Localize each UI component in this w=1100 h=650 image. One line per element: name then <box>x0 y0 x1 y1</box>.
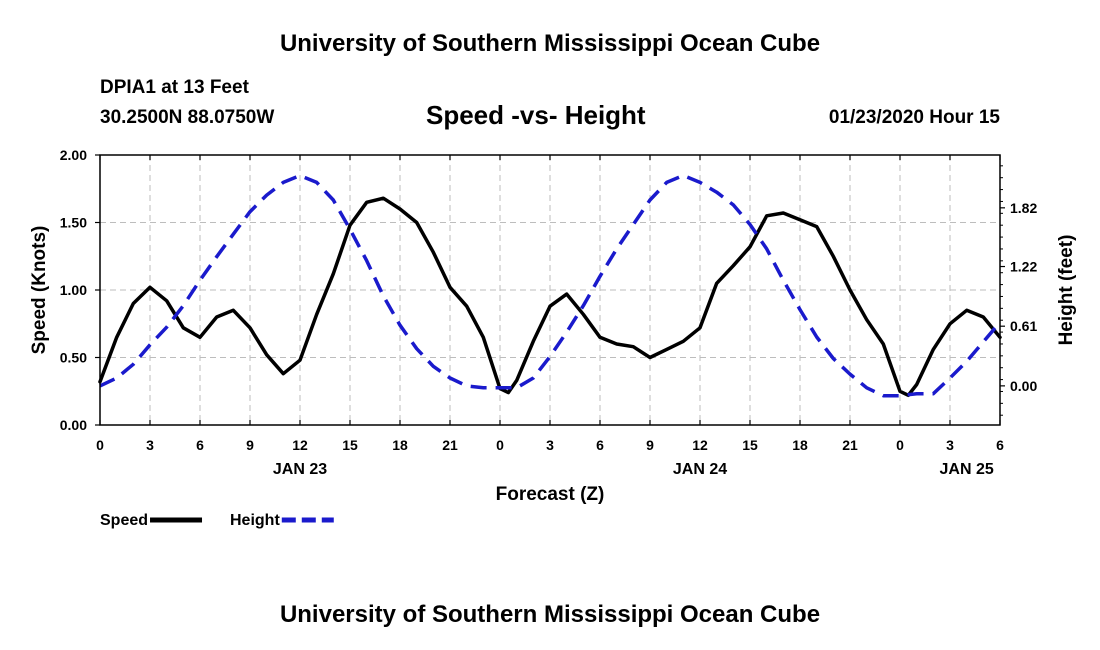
x-tick-label: 6 <box>196 437 204 453</box>
grid-layer <box>100 155 1000 425</box>
x-tick-label: 3 <box>946 437 954 453</box>
x-tick-label: 9 <box>646 437 654 453</box>
y-tick-label: 0.50 <box>60 350 87 366</box>
y-tick-label: 1.50 <box>60 215 87 231</box>
date-label: JAN 25 <box>940 461 994 478</box>
x-tick-label: 6 <box>996 437 1004 453</box>
y-tick-label: 2.00 <box>60 147 87 163</box>
x-tick-label: 3 <box>546 437 554 453</box>
station-label: DPIA1 at 13 Feet <box>100 77 249 98</box>
x-tick-label: 15 <box>742 437 758 453</box>
y2-tick-label: 1.82 <box>1010 200 1037 216</box>
tick-layer: 0 3 6 9 12 15 18 21 0 3 6 9 12 15 18 21 0 3 6 JAN 23 JAN 24 J… <box>60 147 1038 478</box>
x-tick-label: 18 <box>792 437 808 453</box>
x-tick-label: 15 <box>342 437 358 453</box>
header-title: University of Southern Mississippi Ocean… <box>279 30 821 57</box>
date-label: JAN 23 <box>273 461 327 478</box>
forecast-date-label: 01/23/2020 Hour 15 <box>828 107 1000 128</box>
y2-tick-label: 0.61 <box>1010 318 1037 334</box>
y-axis-label: Speed (Knots) <box>29 226 50 355</box>
legend-label-speed: Speed <box>100 512 148 529</box>
footer-title: University of Southern Mississippi Ocean… <box>279 601 821 628</box>
x-tick-label: 18 <box>392 437 408 453</box>
x-tick-label: 0 <box>496 437 504 453</box>
y-tick-label: 0.00 <box>60 417 87 433</box>
x-tick-label: 21 <box>842 437 858 453</box>
date-label: JAN 24 <box>673 461 727 478</box>
legend-label-height: Height <box>230 512 280 529</box>
x-tick-label: 9 <box>246 437 254 453</box>
x-tick-label: 12 <box>692 437 708 453</box>
x-tick-label: 21 <box>442 437 458 453</box>
height-series-line <box>99 173 1002 398</box>
y2-tick-label: 1.22 <box>1010 259 1037 275</box>
x-axis-label: Forecast (Z) <box>496 484 605 505</box>
x-tick-label: 3 <box>146 437 154 453</box>
x-tick-label: 6 <box>596 437 604 453</box>
x-tick-label: 0 <box>96 437 104 453</box>
x-tick-label: 12 <box>292 437 308 453</box>
chart-title: Speed -vs- Height <box>426 100 646 130</box>
series-layer <box>98 173 1002 398</box>
speed-series-line <box>98 196 1002 398</box>
legend: Speed Height <box>100 512 334 529</box>
y2-axis-label: Height (feet) <box>1056 235 1077 346</box>
coordinates-label: 30.2500N 88.0750W <box>100 107 275 128</box>
x-tick-label: 0 <box>896 437 904 453</box>
y2-tick-label: 0.00 <box>1010 378 1037 394</box>
y-tick-label: 1.00 <box>60 282 87 298</box>
